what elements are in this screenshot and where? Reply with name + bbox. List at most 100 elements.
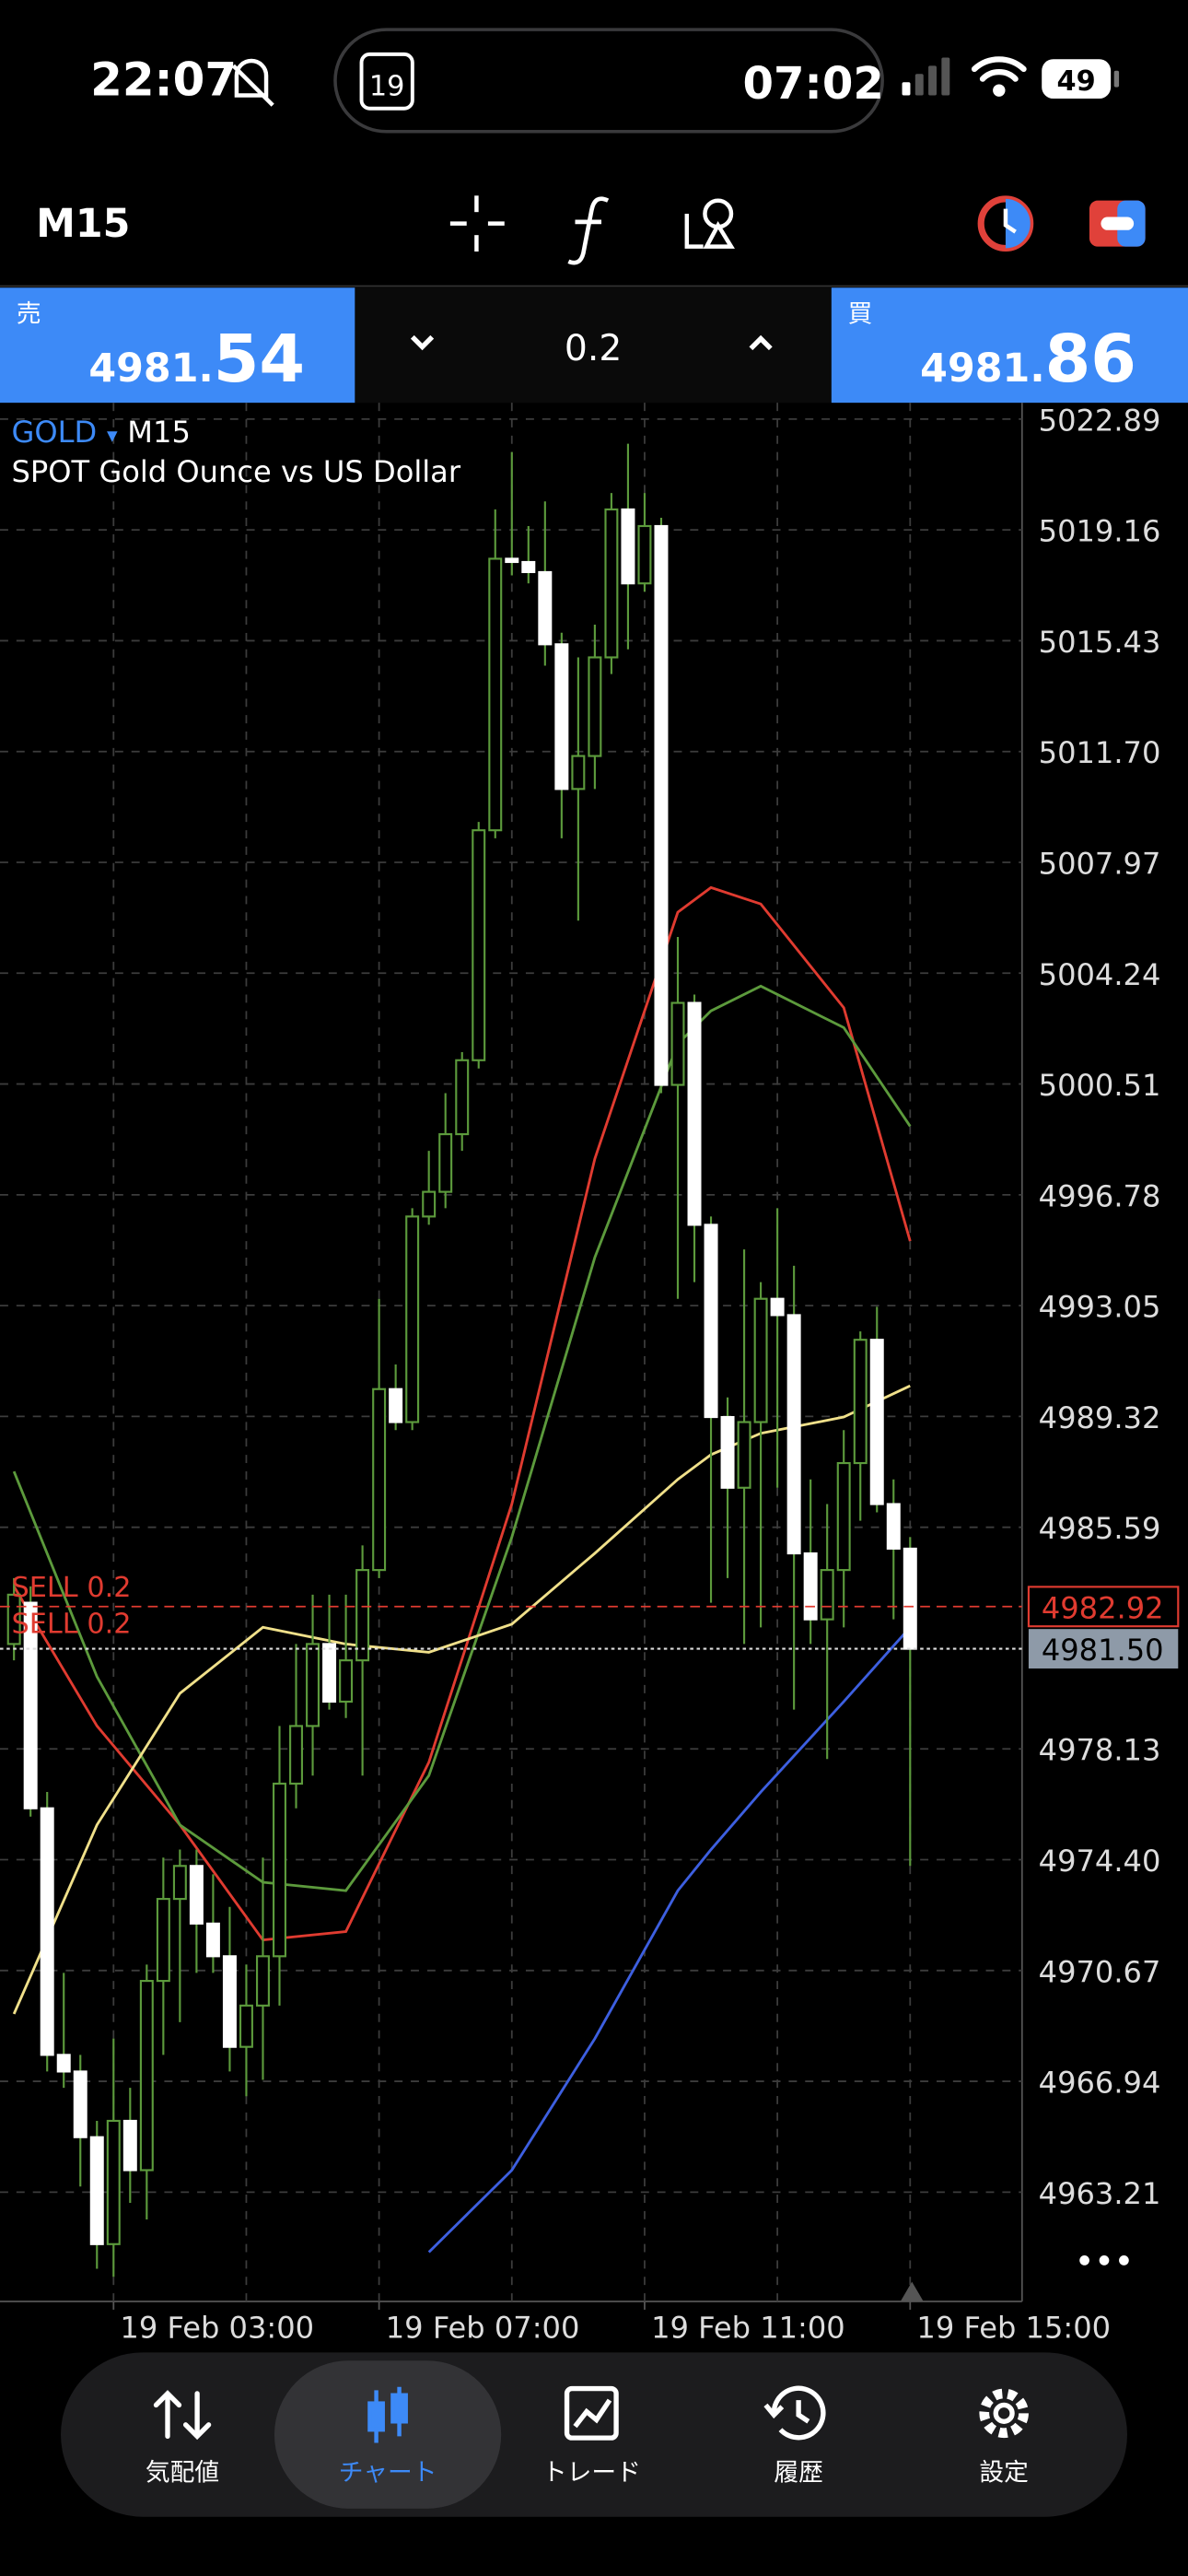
settings-icon [979, 2388, 1029, 2439]
candle-body [853, 1339, 868, 1465]
y-tick-label: 4989.32 [1039, 1400, 1161, 1435]
y-tick-label: 5022.89 [1039, 403, 1161, 438]
candle-body [737, 1421, 751, 1489]
objects-button[interactable] [684, 198, 735, 249]
order-price-label: 4982.92 [1042, 1590, 1164, 1625]
volume-up-button[interactable] [749, 334, 773, 351]
y-tick-label: 5007.97 [1039, 846, 1161, 881]
tab-label[interactable]: チャート [339, 2459, 437, 2488]
battery-cap [1113, 70, 1120, 88]
moving-average-line [12, 984, 912, 1892]
candle-body [422, 1190, 437, 1218]
buy-price-main: 4981. [920, 345, 1044, 392]
candle-body [554, 643, 569, 790]
buy-button[interactable] [831, 287, 1188, 404]
candle-body [521, 560, 536, 574]
candle-body [122, 2119, 137, 2172]
candle-body [505, 557, 519, 564]
battery [1042, 59, 1112, 100]
y-tick-label: 4963.21 [1039, 2176, 1161, 2211]
buy-label: 買 [848, 300, 873, 329]
one-click-icon[interactable] [1089, 200, 1146, 247]
tab-label[interactable]: 履歴 [774, 2459, 823, 2488]
buy-price: 4981.86 [920, 321, 1136, 397]
candle-body [172, 1865, 187, 1901]
candle-body [339, 1659, 354, 1704]
candle-body [588, 656, 602, 757]
candle-body [73, 2070, 87, 2138]
candle-body [355, 1569, 370, 1662]
candle-body [704, 1224, 718, 1419]
candle-body [803, 1551, 818, 1621]
dynamic-island [333, 28, 884, 134]
island-time: 07:02 [743, 58, 884, 110]
y-tick-label: 5011.70 [1039, 735, 1161, 770]
buy-price-big: 86 [1045, 321, 1136, 397]
candle-body [255, 1955, 270, 2007]
order-label: SELL 0.2 [11, 1572, 131, 1604]
chart-header: GOLD ▾ M15 [11, 415, 190, 450]
grid [0, 403, 1022, 2302]
calendar-date: 19 [369, 70, 405, 102]
x-tick-label: 19 Feb 11:00 [651, 2310, 845, 2345]
candle-body [40, 1807, 54, 2056]
candle-body [538, 570, 553, 646]
y-tick-label: 4993.05 [1039, 1290, 1161, 1325]
indicators-button[interactable] [567, 196, 610, 265]
sell-price-big: 54 [214, 321, 305, 397]
history-icon [763, 2385, 826, 2441]
tab-label[interactable]: トレード [542, 2459, 641, 2488]
trade-icon [564, 2385, 619, 2441]
plot-area [0, 443, 1022, 2277]
crosshair-button[interactable] [449, 195, 505, 252]
candle-body [455, 1059, 470, 1136]
sell-button[interactable] [0, 287, 355, 404]
signal-icon [902, 57, 950, 96]
timeframe-button[interactable]: M15 [36, 201, 130, 247]
sell-price: 4981.54 [88, 321, 305, 397]
y-tick-label: 4978.13 [1039, 1733, 1161, 1768]
y-tick-label: 4966.94 [1039, 2066, 1161, 2101]
candle-body [488, 557, 503, 832]
tab-label[interactable]: 気配値 [146, 2459, 219, 2488]
candle-body [372, 1388, 387, 1572]
candle-body [621, 508, 635, 585]
candle-body [89, 2136, 104, 2245]
candle-body [720, 1415, 735, 1489]
candle-body [836, 1461, 851, 1572]
order-price-box [1027, 1586, 1180, 1628]
y-tick-label: 5015.43 [1039, 625, 1161, 660]
more-button[interactable] [1079, 2255, 1129, 2266]
volume-down-button[interactable] [410, 334, 435, 351]
candle-body [753, 1297, 768, 1423]
volume[interactable]: 0.2 [565, 328, 622, 369]
y-tick-label: 5000.51 [1039, 1068, 1161, 1103]
y-tick-label: 5004.24 [1039, 957, 1161, 992]
candle-body [289, 1725, 304, 1786]
clock: 22:07 [90, 53, 237, 106]
candle-body [786, 1314, 801, 1555]
candle-body [472, 829, 486, 1061]
trade-mode-icon[interactable] [977, 195, 1034, 252]
y-tick-label: 4974.40 [1039, 1844, 1161, 1879]
sell-price-main: 4981. [88, 345, 213, 392]
candle-body [687, 1001, 702, 1226]
tab-label[interactable]: 設定 [979, 2459, 1029, 2488]
chart-timeframe: M15 [127, 415, 191, 450]
symbol-arrow[interactable]: ▾ [107, 423, 118, 448]
candle-body [604, 508, 619, 659]
symbol-description: SPOT Gold Ounce vs US Dollar [11, 454, 460, 489]
symbol[interactable]: GOLD [11, 415, 97, 450]
y-tick-label: 4996.78 [1039, 1178, 1161, 1213]
tab-labels: 気配値 チャート トレード 履歴 設定 [146, 2459, 1029, 2488]
candle-body [637, 524, 652, 585]
candle-body [903, 1547, 917, 1650]
chart-tab-icon [367, 2386, 408, 2443]
candle-body [273, 1782, 286, 1958]
candle-body [139, 1980, 154, 2172]
y-tick-label: 5019.16 [1039, 514, 1161, 549]
wifi-icon [971, 56, 1027, 97]
shift-marker [900, 2281, 924, 2302]
candle-body [189, 1865, 204, 1925]
